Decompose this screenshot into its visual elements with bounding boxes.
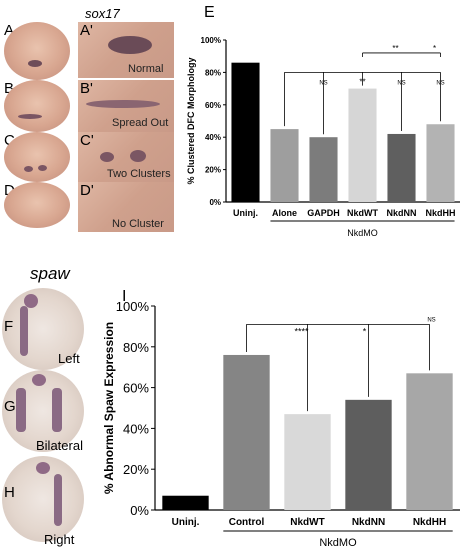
chart-e-sig-label: ** <box>392 44 398 53</box>
chart-i-bar <box>223 354 270 510</box>
crop-image-d <box>78 182 174 232</box>
chart-i-ytick-label: 40% <box>123 421 149 436</box>
chart-i-category-label: Uninj. <box>172 517 200 528</box>
sox17-gene-label: sox17 <box>85 6 120 21</box>
chart-i-ytick-label: 60% <box>123 381 149 396</box>
crop-caption-no-cluster: No Cluster <box>112 218 164 230</box>
chart-i-bar <box>284 414 331 510</box>
chart-e-bar <box>231 62 260 203</box>
chart-e: 0% 20% 40% 60% 80% 100% Uninj. Alone GAPDH NkdWT N… <box>186 36 460 238</box>
chart-i-bar <box>406 373 453 510</box>
embryo-image-f <box>2 288 84 370</box>
chart-i-category-label: NkdWT <box>290 517 324 528</box>
panel-letter-h: H <box>4 484 15 501</box>
embryo-image-b <box>4 80 70 132</box>
chart-i-sig-label: NS <box>427 317 435 323</box>
chart-i-category-label: NkdHH <box>413 517 446 528</box>
chart-i-ytick-label: 20% <box>123 462 149 477</box>
embryo-image-d <box>4 182 70 228</box>
chart-e-sig-label: NS <box>436 80 444 86</box>
panel-letter-b: B <box>4 80 15 97</box>
chart-e-ytick-label: 40% <box>205 133 221 142</box>
chart-e-category-label: NkdNN <box>386 208 416 218</box>
chart-i-y-label: % Abnormal Spaw Expression <box>102 322 116 494</box>
spaw-gene-label: spaw <box>30 264 70 283</box>
chart-i-group-label: NkdMO <box>319 537 357 549</box>
chart-e-sig-label: NS <box>319 80 327 86</box>
panel-letter-e: E <box>204 4 215 21</box>
chart-e-category-label: Alone <box>272 208 297 218</box>
chart-i-ytick-label: 80% <box>123 340 149 355</box>
panel-letter-g: G <box>4 398 16 415</box>
panel-letter-c-prime: C' <box>80 132 94 149</box>
chart-e-sig-label: NS <box>397 80 405 86</box>
panel-letter-f: F <box>4 318 14 335</box>
crop-image-a <box>78 22 174 78</box>
chart-e-category-label: NkdWT <box>347 208 378 218</box>
chart-e-bar <box>348 88 377 202</box>
spaw-caption-right: Right <box>44 532 75 547</box>
chart-i-ytick-label: 0% <box>130 503 149 518</box>
chart-i-sig-label: **** <box>294 326 309 336</box>
panel-letter-i: I <box>122 288 127 305</box>
chart-i-bar <box>345 399 392 510</box>
chart-i-category-label: Control <box>229 517 265 528</box>
embryo-image-h <box>2 456 84 542</box>
chart-e-ytick-label: 20% <box>205 166 221 175</box>
panel-letter-b-prime: B' <box>80 80 93 97</box>
chart-e-group-label: NkdMO <box>347 228 378 238</box>
chart-i-sig-label: * <box>363 326 367 336</box>
chart-i-bar <box>162 495 209 510</box>
chart-e-ytick-label: 100% <box>201 36 221 45</box>
crop-caption-two-clusters: Two Clusters <box>107 168 171 180</box>
chart-i: 0% 20% 40% 60% 80% 100% Uninj. Control NkdWT NkdN… <box>102 299 460 549</box>
panel-letter-a-prime: A' <box>80 22 93 39</box>
embryo-image-g <box>2 370 84 452</box>
chart-e-bar <box>387 133 416 202</box>
chart-e-y-label: % Clustered DFC Morphology <box>186 57 196 184</box>
embryo-image-c <box>4 132 70 182</box>
chart-e-category-label: NkdHH <box>425 208 455 218</box>
crop-image-c <box>78 132 174 182</box>
chart-e-bar <box>270 129 299 202</box>
chart-e-sig-label: * <box>433 44 436 53</box>
panel-letter-a: A <box>4 22 15 39</box>
chart-e-category-label: GAPDH <box>307 208 340 218</box>
panel-letter-d-prime: D' <box>80 182 94 199</box>
chart-i-category-label: NkdNN <box>352 517 385 528</box>
chart-e-sig-label: ** <box>359 77 365 86</box>
chart-e-ytick-label: 80% <box>205 68 221 77</box>
spaw-caption-bilateral: Bilateral <box>36 438 83 453</box>
chart-e-category-label: Uninj. <box>233 208 258 218</box>
chart-e-bar <box>309 137 338 202</box>
chart-e-ytick-label: 60% <box>205 101 221 110</box>
crop-caption-spread-out: Spread Out <box>112 117 169 129</box>
chart-e-ytick-label: 0% <box>209 198 221 207</box>
embryo-image-a <box>4 22 70 80</box>
crop-image-b <box>78 80 174 132</box>
chart-e-bar <box>426 124 455 202</box>
crop-caption-normal: Normal <box>128 63 164 75</box>
spaw-caption-left: Left <box>58 351 80 366</box>
panel-letter-c: C <box>4 132 15 149</box>
chart-i-ytick-label: 100% <box>116 299 150 314</box>
